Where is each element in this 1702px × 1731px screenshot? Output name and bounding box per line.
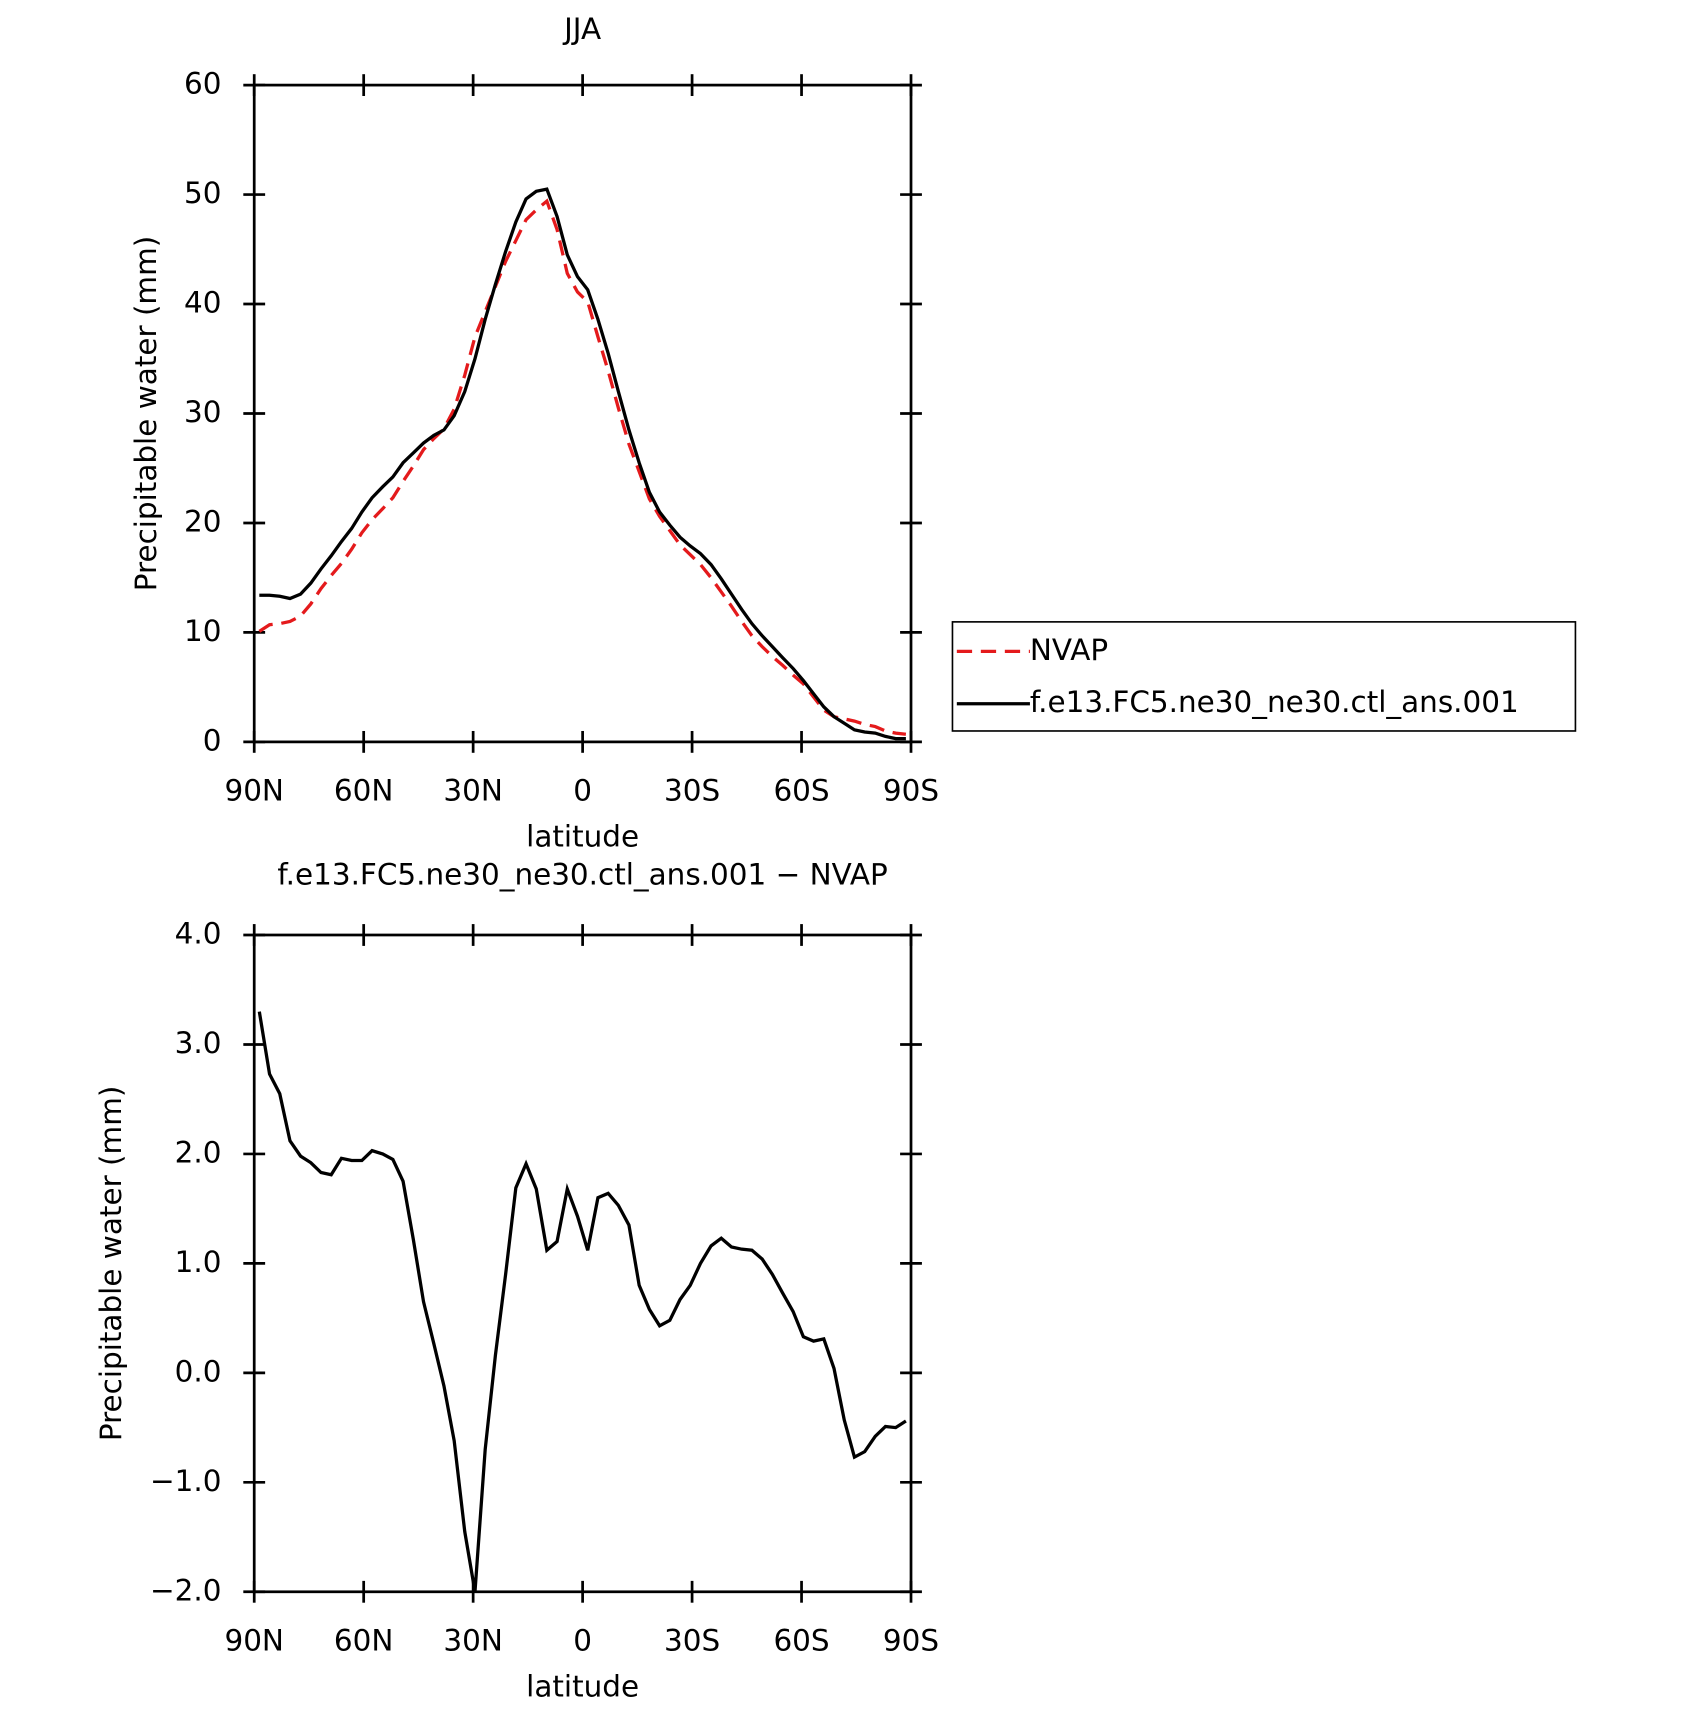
y-tick-label: 30 xyxy=(184,395,221,429)
x-tick-label: 60S xyxy=(773,1623,829,1657)
legend-box xyxy=(951,621,1577,732)
x-axis-label: latitude xyxy=(526,819,639,853)
x-axis-label: latitude xyxy=(526,1669,639,1703)
x-tick-label: 90S xyxy=(883,774,939,808)
y-axis-label: Precipitable water (mm) xyxy=(129,236,163,592)
chart-title: f.e13.FC5.ne30_ne30.ctl_ans.001 − NVAP xyxy=(277,858,887,892)
legend-label: NVAP xyxy=(1030,633,1108,667)
plot-frame xyxy=(252,83,913,744)
y-tick-label: 2.0 xyxy=(175,1135,222,1169)
y-tick-label: 3.0 xyxy=(175,1026,222,1060)
x-tick-label: 30N xyxy=(443,774,502,808)
data-line xyxy=(257,1011,907,1593)
x-tick-label: 60N xyxy=(334,774,393,808)
x-tick-label: 0 xyxy=(573,1623,592,1657)
data-line xyxy=(259,187,906,741)
data-line xyxy=(258,198,907,736)
y-tick-label: −1.0 xyxy=(150,1464,221,1498)
x-tick-label: 30S xyxy=(664,1623,720,1657)
y-tick-label: 60 xyxy=(184,67,221,101)
chart-title: JJA xyxy=(562,12,601,46)
x-tick-label: 90N xyxy=(224,774,283,808)
x-tick-label: 90N xyxy=(224,1623,283,1657)
legend-label: f.e13.FC5.ne30_ne30.ctl_ans.001 xyxy=(1030,685,1519,719)
y-tick-label: −2.0 xyxy=(150,1573,221,1607)
x-tick-label: 0 xyxy=(573,774,592,808)
y-axis-label: Precipitable water (mm) xyxy=(94,1086,128,1442)
y-tick-label: 20 xyxy=(184,504,221,538)
x-tick-label: 30S xyxy=(664,774,720,808)
x-tick-label: 60N xyxy=(334,1623,393,1657)
y-tick-label: 4.0 xyxy=(175,916,222,950)
y-tick-label: 50 xyxy=(184,176,221,210)
y-tick-label: 0 xyxy=(203,723,222,757)
x-tick-label: 60S xyxy=(773,774,829,808)
y-tick-label: 0.0 xyxy=(175,1354,222,1388)
y-tick-label: 40 xyxy=(184,286,221,320)
y-tick-label: 10 xyxy=(184,614,221,648)
x-tick-label: 90S xyxy=(883,1623,939,1657)
x-tick-label: 30N xyxy=(443,1623,502,1657)
plot-frame xyxy=(252,933,913,1594)
y-tick-label: 1.0 xyxy=(175,1245,222,1279)
